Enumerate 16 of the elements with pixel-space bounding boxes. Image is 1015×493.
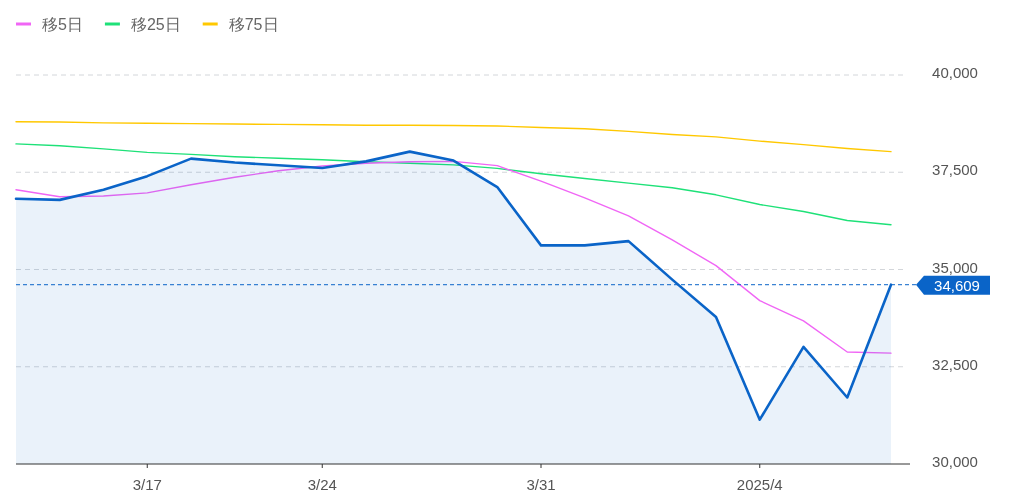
line-series xyxy=(15,143,892,226)
legend-label: 移25日 xyxy=(130,15,181,33)
x-tick-label: 2025/4 xyxy=(736,476,783,493)
ref-line-label: 34,609 xyxy=(934,276,980,294)
legend-label: 移75日 xyxy=(228,15,279,33)
x-tick-label: 3/24 xyxy=(307,476,337,493)
y-tick-label: 30,000 xyxy=(932,453,978,470)
x-tick-label: 3/17 xyxy=(132,476,162,493)
y-tick-label: 32,500 xyxy=(932,355,978,373)
y-tick-label: 35,000 xyxy=(932,258,978,276)
line-series xyxy=(15,120,892,153)
y-tick-label: 40,000 xyxy=(932,64,978,81)
legend-label: 移5日 xyxy=(42,15,83,33)
line-series xyxy=(15,160,892,354)
y-tick-label: 37,500 xyxy=(932,161,978,179)
x-tick-label: 3/31 xyxy=(526,476,556,493)
